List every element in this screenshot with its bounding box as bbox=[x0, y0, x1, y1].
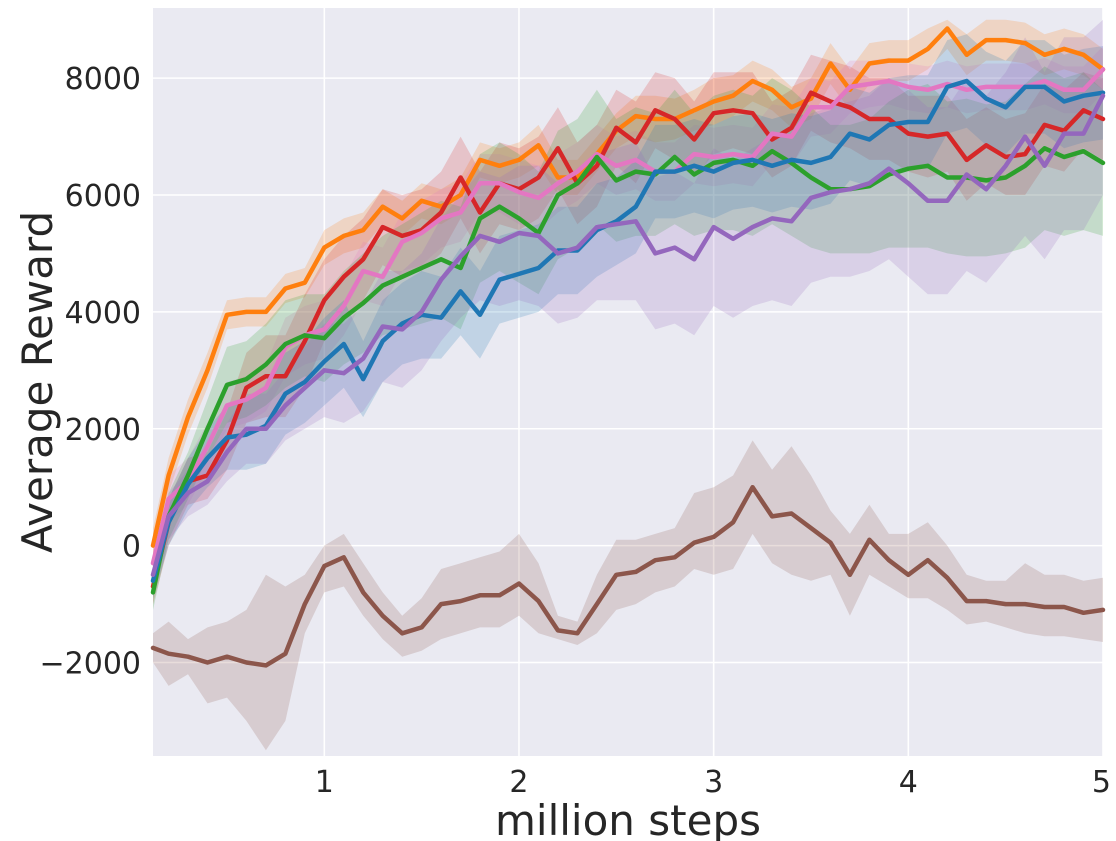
band-blue bbox=[153, 34, 1103, 599]
line-orange bbox=[150, 26, 1106, 548]
x-tick-label: 4 bbox=[899, 765, 918, 800]
confidence-bands bbox=[153, 19, 1103, 751]
series-lines bbox=[150, 26, 1106, 668]
x-axis-title: million steps bbox=[495, 796, 761, 841]
line-brown bbox=[150, 484, 1106, 668]
y-tick-label: 8000 bbox=[65, 62, 141, 97]
band-green bbox=[153, 66, 1103, 610]
band-purple bbox=[153, 19, 1103, 593]
y-tick-label: 4000 bbox=[65, 296, 141, 331]
grid-lines bbox=[153, 8, 1104, 756]
x-tick-labels: 1 2 3 4 5 bbox=[315, 765, 1111, 800]
y-axis-title: Average Reward bbox=[13, 211, 62, 553]
x-tick-label: 2 bbox=[509, 765, 528, 800]
band-orange bbox=[153, 19, 1103, 564]
band-brown bbox=[153, 440, 1103, 751]
line-blue bbox=[150, 78, 1106, 583]
band-red bbox=[153, 54, 1103, 605]
line-green bbox=[150, 146, 1106, 595]
x-tick-label: 5 bbox=[1092, 765, 1111, 800]
y-tick-labels: −2000 0 2000 4000 6000 8000 bbox=[40, 62, 141, 681]
x-tick-label: 3 bbox=[704, 765, 723, 800]
x-tick-label: 1 bbox=[315, 765, 334, 800]
y-tick-label: −2000 bbox=[40, 647, 141, 682]
y-tick-label: 0 bbox=[122, 530, 141, 565]
y-tick-label: 6000 bbox=[65, 179, 141, 214]
band-pink bbox=[153, 46, 1103, 581]
y-tick-label: 2000 bbox=[65, 413, 141, 448]
line-purple bbox=[150, 93, 1106, 578]
